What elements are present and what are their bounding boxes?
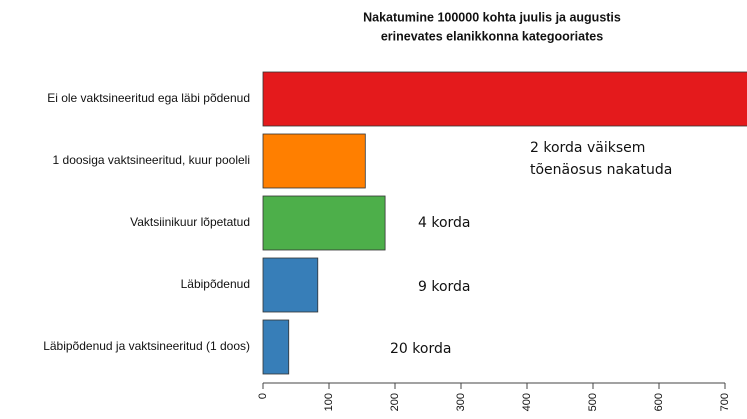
annotation: 4 korda <box>418 215 471 231</box>
category-label: 1 doosiga vaktsineeritud, kuur pooleli <box>53 153 250 167</box>
chart-title: Nakatumine 100000 kohta juulis ja august… <box>363 10 621 24</box>
x-tick-label: 700 <box>719 393 731 411</box>
annotation: 9 korda <box>418 279 471 295</box>
x-tick-label: 200 <box>389 393 401 411</box>
category-label: Läbipõdenud <box>181 277 250 291</box>
annotation: tõenäosus nakatuda <box>530 162 672 178</box>
category-label: Vaktsiinikuur lõpetatud <box>130 215 250 229</box>
x-tick-label: 0 <box>257 393 269 399</box>
category-label: Ei ole vaktsineeritud ega läbi põdenud <box>47 91 250 105</box>
x-tick-label: 400 <box>521 393 533 411</box>
bar <box>262 195 386 251</box>
annotation: 20 korda <box>390 341 451 357</box>
bar <box>262 71 747 127</box>
bar <box>262 133 366 189</box>
x-tick-label: 500 <box>587 393 599 411</box>
category-label: Läbipõdenud ja vaktsineeritud (1 doos) <box>43 339 250 353</box>
x-tick-label: 600 <box>653 393 665 411</box>
x-tick-label: 100 <box>323 393 335 411</box>
bar <box>262 257 319 313</box>
bar <box>262 319 290 375</box>
annotation: 2 korda väiksem <box>530 140 645 156</box>
chart-title: erinevates elanikkonna kategooriates <box>381 29 603 43</box>
x-tick-label: 300 <box>455 393 467 411</box>
